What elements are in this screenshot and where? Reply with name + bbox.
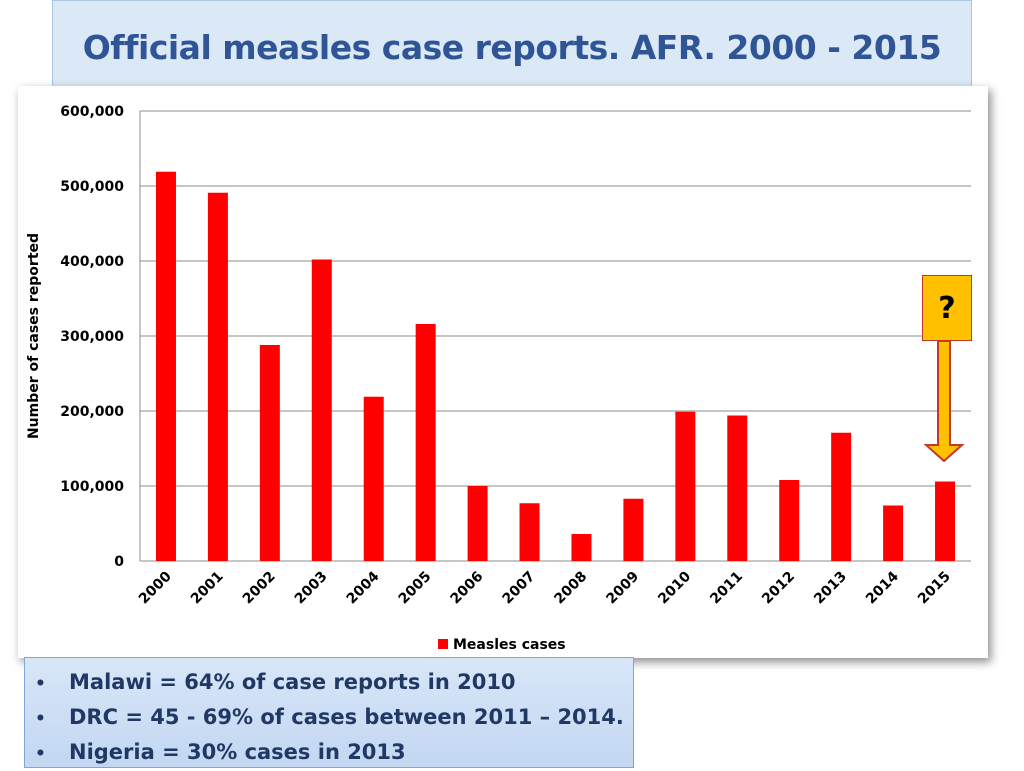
note-item: • DRC = 45 - 69% of cases between 2011 –… <box>35 701 633 736</box>
y-tick-label: 600,000 <box>60 104 124 120</box>
note-text: Malawi = 64% of case reports in 2010 <box>69 670 516 694</box>
x-tick-label: 2014 <box>863 568 902 607</box>
notes-box: • Malawi = 64% of case reports in 2010 •… <box>24 657 634 768</box>
question-mark-box: ? <box>922 275 972 341</box>
bar-2014 <box>883 505 904 561</box>
x-tick-label: 2011 <box>707 569 746 608</box>
y-tick-label: 400,000 <box>60 254 124 270</box>
bar-2013 <box>831 432 852 561</box>
x-tick-label: 2005 <box>396 569 435 608</box>
x-tick-label: 2000 <box>136 568 175 607</box>
legend-swatch <box>438 639 448 649</box>
bar-2004 <box>363 396 384 561</box>
y-tick-label: 300,000 <box>60 329 124 345</box>
x-tick-label: 2007 <box>499 569 538 608</box>
x-tick-label: 2010 <box>655 568 694 607</box>
bar-chart: 0 100,000 200,000 300,000 400,000 500,000 600,… <box>26 104 971 653</box>
bar-2002 <box>259 345 280 561</box>
title-banner: Official measles case reports. AFR. 2000… <box>52 0 972 94</box>
note-item: • Malawi = 64% of case reports in 2010 <box>35 666 633 701</box>
x-tick-label: 2002 <box>240 569 279 608</box>
y-tick-label: 0 <box>114 554 124 570</box>
note-item: • Nigeria = 30% cases in 2013 <box>35 736 633 771</box>
x-tick-label: 2006 <box>448 569 487 608</box>
bar-2015 <box>935 481 956 561</box>
x-tick-label: 2004 <box>344 568 383 607</box>
y-tick-label: 100,000 <box>60 479 124 495</box>
bullet-icon: • <box>35 744 46 764</box>
x-tick-label: 2015 <box>915 569 954 608</box>
down-arrow-icon <box>924 341 965 463</box>
bar-2009 <box>623 498 644 561</box>
page-title: Official measles case reports. AFR. 2000… <box>82 27 942 67</box>
x-tick-label: 2012 <box>759 569 798 608</box>
bar-2001 <box>207 192 228 561</box>
bullet-icon: • <box>35 674 46 694</box>
bar-2005 <box>415 324 436 561</box>
question-mark-label: ? <box>938 290 956 326</box>
bar-2012 <box>779 480 800 561</box>
bullet-icon: • <box>35 709 46 729</box>
x-tick-label: 2008 <box>551 569 590 608</box>
x-tick-label: 2003 <box>292 569 331 608</box>
x-tick-label: 2001 <box>188 569 227 608</box>
y-tick-label: 200,000 <box>60 404 124 420</box>
legend-label: Measles cases <box>453 637 566 653</box>
x-tick-label: 2009 <box>603 569 642 608</box>
bar-2003 <box>311 259 332 561</box>
y-tick-label: 500,000 <box>60 179 124 195</box>
bar-2010 <box>675 411 696 561</box>
bar-2000 <box>155 171 176 561</box>
bar-2008 <box>571 534 592 561</box>
chart-panel: 0 100,000 200,000 300,000 400,000 500,000 600,… <box>18 86 988 658</box>
note-text: Nigeria = 30% cases in 2013 <box>69 740 406 764</box>
y-axis-title: Number of cases reported <box>26 233 42 439</box>
note-text: DRC = 45 - 69% of cases between 2011 – 2… <box>69 705 624 729</box>
bar-2011 <box>727 415 748 561</box>
bar-2007 <box>519 503 540 561</box>
x-tick-label: 2013 <box>811 569 850 608</box>
bar-2006 <box>467 486 488 561</box>
